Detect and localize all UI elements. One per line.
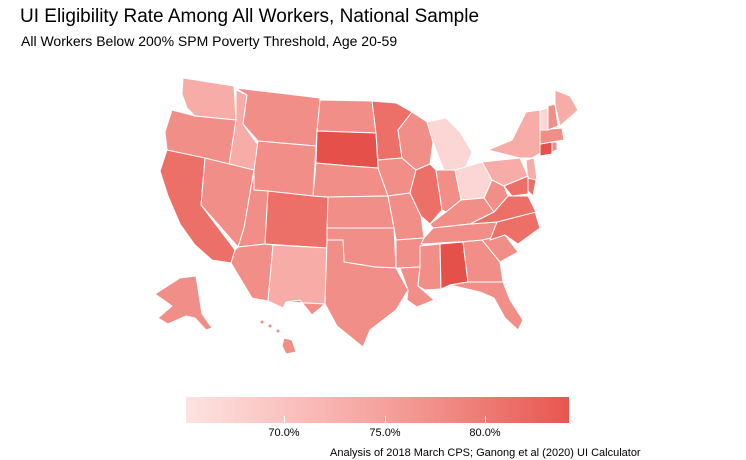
state-MD xyxy=(503,175,529,197)
state-SD xyxy=(315,130,379,169)
us-choropleth-map xyxy=(154,77,579,355)
state-NH xyxy=(547,103,559,131)
state-RI xyxy=(551,141,558,153)
legend-tick-mark xyxy=(284,416,285,423)
legend-tick-label: 80.0% xyxy=(469,427,501,439)
state-ND xyxy=(316,99,377,134)
state-WY xyxy=(253,140,317,197)
state-AK xyxy=(154,275,213,331)
color-scale-bar xyxy=(186,397,569,423)
legend-tick-mark xyxy=(485,416,486,423)
state-HI xyxy=(281,337,297,355)
state-GA xyxy=(462,239,504,283)
state-NE xyxy=(312,162,389,198)
legend-tick-label: 70.0% xyxy=(268,427,300,439)
state-NY xyxy=(487,109,546,159)
map-title: UI Eligibility Rate Among All Workers, N… xyxy=(20,6,480,27)
state-WA xyxy=(181,77,237,121)
map-subtitle: All Workers Below 200% SPM Poverty Thres… xyxy=(21,33,398,49)
state-CO xyxy=(264,190,329,249)
state-AZ xyxy=(230,243,274,302)
state-MA xyxy=(539,127,565,145)
state-MS xyxy=(417,243,442,291)
state-ME xyxy=(554,89,579,127)
state-WV xyxy=(483,179,509,213)
state-TX xyxy=(285,239,409,348)
legend-tick-mark xyxy=(385,416,386,423)
state-NM xyxy=(267,244,328,309)
legend-tick-label: 75.0% xyxy=(369,427,401,439)
state-HI-islands xyxy=(259,319,265,325)
state-HI-islands-2 xyxy=(267,323,273,329)
state-FL xyxy=(449,281,524,331)
state-VT xyxy=(539,107,549,131)
state-IL xyxy=(409,163,443,225)
state-NJ xyxy=(525,157,538,183)
state-HI-islands-3 xyxy=(275,328,281,334)
state-WI xyxy=(397,111,434,171)
state-KS xyxy=(326,195,395,229)
source-caption: Analysis of 2018 March CPS; Ganong et al… xyxy=(330,447,641,459)
